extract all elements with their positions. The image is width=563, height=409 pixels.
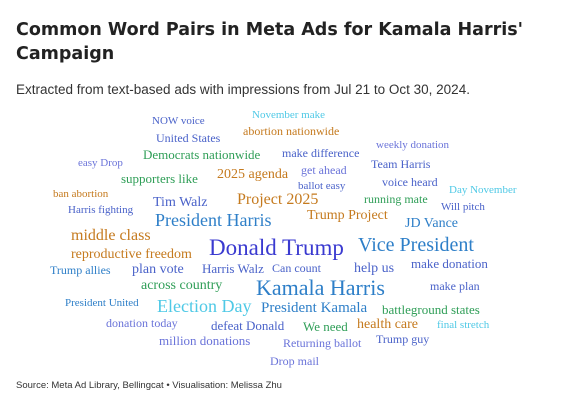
word-pair: Democrats nationwide [143, 147, 261, 162]
word-pair: make donation [411, 256, 488, 271]
word-pair: Drop mail [270, 354, 319, 368]
word-pair: ban abortion [53, 188, 109, 200]
word-pair: final stretch [437, 319, 490, 331]
word-pair: JD Vance [405, 216, 459, 231]
word-pair: abortion nationwide [243, 124, 340, 138]
word-pair: middle class [71, 227, 151, 244]
word-pair: running mate [364, 192, 428, 206]
word-pair: battleground states [382, 302, 480, 317]
word-pair: help us [354, 261, 395, 276]
word-pair: Team Harris [371, 157, 431, 171]
source-note: Source: Meta Ad Library, Bellingcat • Vi… [16, 380, 282, 391]
word-pair: Trump allies [50, 263, 111, 277]
word-pair: Day November [449, 184, 517, 196]
chart-subtitle: Extracted from text-based ads with impre… [16, 82, 470, 97]
word-pair: voice heard [382, 175, 438, 189]
word-pair: United States [156, 131, 221, 145]
word-pair: Tim Walz [153, 195, 208, 210]
word-pair: Project 2025 [237, 191, 319, 208]
word-pair: across country [141, 278, 223, 293]
word-pair: Vice President [358, 234, 474, 256]
word-pair: plan vote [132, 262, 184, 277]
word-pair: November make [252, 109, 325, 121]
word-pair: Returning ballot [283, 336, 362, 350]
word-pair: weekly donation [376, 139, 450, 151]
word-pair: ballot easy [298, 180, 346, 192]
word-pair: Trump Project [307, 208, 388, 223]
word-pair: President Kamala [261, 300, 368, 316]
word-pair: Will pitch [441, 201, 485, 213]
word-pair: Harris Walz [202, 261, 264, 276]
word-pair: Election Day [157, 296, 252, 316]
word-pair: Can count [272, 261, 321, 275]
word-pair: health care [357, 317, 419, 332]
word-pair: easy Drop [78, 157, 123, 169]
word-pair: President United [65, 297, 139, 309]
word-pair: million donations [159, 333, 251, 348]
word-pair: reproductive freedom [71, 247, 192, 262]
word-pair: 2025 agenda [217, 167, 289, 182]
word-pair: Harris fighting [68, 204, 134, 216]
word-pair: make plan [430, 279, 480, 293]
word-pair: NOW voice [152, 115, 205, 127]
word-pair: We need [303, 319, 348, 334]
chart-title: Common Word Pairs in Meta Ads for Kamala… [16, 20, 524, 64]
word-pair: President Harris [155, 210, 272, 230]
word-pair: Donald Trump [209, 235, 344, 260]
word-pair: get ahead [301, 163, 347, 177]
word-pair: supporters like [121, 171, 198, 186]
word-pair: make difference [282, 146, 360, 160]
word-pair: defeat Donald [211, 318, 285, 333]
word-pair: Trump guy [376, 332, 430, 346]
word-pair: donation today [106, 316, 178, 330]
word-pair: Kamala Harris [256, 275, 385, 300]
